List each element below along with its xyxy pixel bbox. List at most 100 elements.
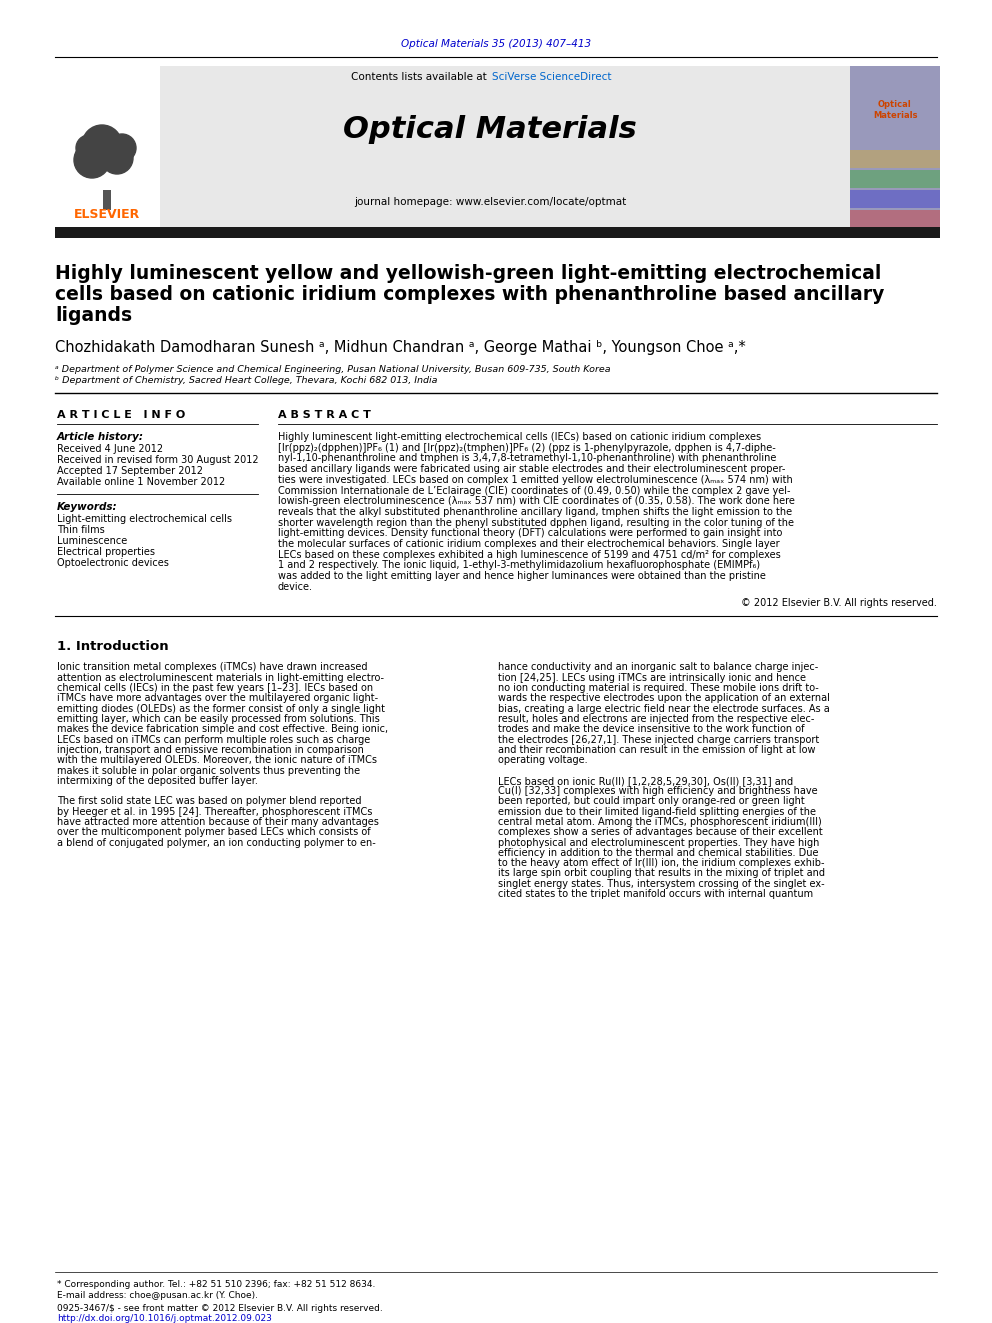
Text: lowish-green electroluminescence (λₘₐₓ 537 nm) with CIE coordinates of (0.35, 0.: lowish-green electroluminescence (λₘₐₓ 5… bbox=[278, 496, 795, 507]
Text: journal homepage: www.elsevier.com/locate/optmat: journal homepage: www.elsevier.com/locat… bbox=[354, 197, 626, 206]
Text: the electrodes [26,27,1]. These injected charge carriers transport: the electrodes [26,27,1]. These injected… bbox=[498, 734, 819, 745]
Text: light-emitting devices. Density functional theory (DFT) calculations were perfor: light-emitting devices. Density function… bbox=[278, 528, 783, 538]
Text: no ion conducting material is required. These mobile ions drift to-: no ion conducting material is required. … bbox=[498, 683, 818, 693]
Text: by Heeger et al. in 1995 [24]. Thereafter, phosphorescent iTMCs: by Heeger et al. in 1995 [24]. Thereafte… bbox=[57, 807, 372, 816]
Text: intermixing of the deposited buffer layer.: intermixing of the deposited buffer laye… bbox=[57, 775, 258, 786]
Text: have attracted more attention because of their many advantages: have attracted more attention because of… bbox=[57, 818, 379, 827]
Text: makes it soluble in polar organic solvents thus preventing the: makes it soluble in polar organic solven… bbox=[57, 766, 360, 775]
Text: to the heavy atom effect of Ir(III) ion, the iridium complexes exhib-: to the heavy atom effect of Ir(III) ion,… bbox=[498, 859, 824, 868]
Text: wards the respective electrodes upon the application of an external: wards the respective electrodes upon the… bbox=[498, 693, 830, 704]
Circle shape bbox=[108, 134, 136, 161]
Text: The first solid state LEC was based on polymer blend reported: The first solid state LEC was based on p… bbox=[57, 796, 361, 807]
Text: Electrical properties: Electrical properties bbox=[57, 546, 155, 557]
Bar bbox=[850, 191, 940, 208]
Text: photophysical and electroluminescent properties. They have high: photophysical and electroluminescent pro… bbox=[498, 837, 819, 848]
Text: central metal atom. Among the iTMCs, phosphorescent iridium(III): central metal atom. Among the iTMCs, pho… bbox=[498, 818, 821, 827]
Circle shape bbox=[74, 142, 110, 179]
Bar bbox=[103, 191, 111, 210]
Text: Highly luminescent yellow and yellowish-green light-emitting electrochemical: Highly luminescent yellow and yellowish-… bbox=[55, 265, 881, 283]
Text: ᵃ Department of Polymer Science and Chemical Engineering, Pusan National Univers: ᵃ Department of Polymer Science and Chem… bbox=[55, 365, 611, 374]
Text: iTMCs have more advantages over the multilayered organic light-: iTMCs have more advantages over the mult… bbox=[57, 693, 378, 704]
Text: ᵇ Department of Chemistry, Sacred Heart College, Thevara, Kochi 682 013, India: ᵇ Department of Chemistry, Sacred Heart … bbox=[55, 376, 437, 385]
Text: hance conductivity and an inorganic salt to balance charge injec-: hance conductivity and an inorganic salt… bbox=[498, 663, 818, 672]
Bar bbox=[850, 210, 940, 228]
Text: Available online 1 November 2012: Available online 1 November 2012 bbox=[57, 478, 225, 487]
Text: operating voltage.: operating voltage. bbox=[498, 755, 587, 765]
Text: tion [24,25]. LECs using iTMCs are intrinsically ionic and hence: tion [24,25]. LECs using iTMCs are intri… bbox=[498, 673, 806, 683]
Text: A B S T R A C T: A B S T R A C T bbox=[278, 410, 371, 419]
Text: A R T I C L E   I N F O: A R T I C L E I N F O bbox=[57, 410, 186, 419]
Text: 1 and 2 respectively. The ionic liquid, 1-ethyl-3-methylimidazolium hexafluoroph: 1 and 2 respectively. The ionic liquid, … bbox=[278, 561, 760, 570]
Text: Optical
Materials: Optical Materials bbox=[873, 101, 918, 119]
Text: nyl-1,10-phenanthroline and tmphen is 3,4,7,8-tetramethyl-1,10-phenanthroline) w: nyl-1,10-phenanthroline and tmphen is 3,… bbox=[278, 454, 777, 463]
Text: and their recombination can result in the emission of light at low: and their recombination can result in th… bbox=[498, 745, 815, 755]
Text: emitting diodes (OLEDs) as the former consist of only a single light: emitting diodes (OLEDs) as the former co… bbox=[57, 704, 385, 713]
Bar bbox=[850, 169, 940, 188]
Text: Accepted 17 September 2012: Accepted 17 September 2012 bbox=[57, 466, 203, 476]
Text: the molecular surfaces of cationic iridium complexes and their electrochemical b: the molecular surfaces of cationic iridi… bbox=[278, 538, 780, 549]
Text: Highly luminescent light-emitting electrochemical cells (IECs) based on cationic: Highly luminescent light-emitting electr… bbox=[278, 433, 761, 442]
Text: ELSEVIER: ELSEVIER bbox=[73, 209, 140, 221]
Text: LECs based on iTMCs can perform multiple roles such as charge: LECs based on iTMCs can perform multiple… bbox=[57, 734, 370, 745]
Text: trodes and make the device insensitive to the work function of: trodes and make the device insensitive t… bbox=[498, 724, 805, 734]
Text: Received 4 June 2012: Received 4 June 2012 bbox=[57, 445, 163, 454]
Text: reveals that the alkyl substituted phenanthroline ancillary ligand, tmphen shift: reveals that the alkyl substituted phena… bbox=[278, 507, 793, 517]
Text: Optoelectronic devices: Optoelectronic devices bbox=[57, 558, 169, 568]
Bar bbox=[55, 228, 940, 238]
Bar bbox=[160, 66, 850, 228]
Text: Chozhidakath Damodharan Sunesh ᵃ, Midhun Chandran ᵃ, George Mathai ᵇ, Youngson C: Chozhidakath Damodharan Sunesh ᵃ, Midhun… bbox=[55, 340, 746, 355]
Text: Cu(I) [32,33] complexes with high efficiency and brightness have: Cu(I) [32,33] complexes with high effici… bbox=[498, 786, 817, 796]
Text: LECs based on these complexes exhibited a high luminescence of 5199 and 4751 cd/: LECs based on these complexes exhibited … bbox=[278, 549, 781, 560]
Text: singlet energy states. Thus, intersystem crossing of the singlet ex-: singlet energy states. Thus, intersystem… bbox=[498, 878, 824, 889]
Circle shape bbox=[82, 124, 122, 165]
Text: device.: device. bbox=[278, 582, 313, 591]
Text: a blend of conjugated polymer, an ion conducting polymer to en-: a blend of conjugated polymer, an ion co… bbox=[57, 837, 376, 848]
Text: injection, transport and emissive recombination in comparison: injection, transport and emissive recomb… bbox=[57, 745, 364, 755]
Text: chemical cells (IECs) in the past few years [1–23]. IECs based on: chemical cells (IECs) in the past few ye… bbox=[57, 683, 373, 693]
Text: LECs based on ionic Ru(II) [1,2,28,5,29,30], Os(II) [3,31] and: LECs based on ionic Ru(II) [1,2,28,5,29,… bbox=[498, 775, 794, 786]
Bar bbox=[55, 66, 160, 228]
Text: SciVerse ScienceDirect: SciVerse ScienceDirect bbox=[492, 71, 611, 82]
Text: Commission Internationale de L’Eclairage (CIE) coordinates of (0.49, 0.50) while: Commission Internationale de L’Eclairage… bbox=[278, 486, 791, 496]
Text: Optical Materials: Optical Materials bbox=[343, 115, 637, 144]
Text: Keywords:: Keywords: bbox=[57, 501, 118, 512]
Text: result, holes and electrons are injected from the respective elec-: result, holes and electrons are injected… bbox=[498, 714, 814, 724]
Bar bbox=[850, 66, 940, 228]
Text: [Ir(ppz)₂(dpphen)]PF₆ (1) and [Ir(ppz)₂(tmphen)]PF₆ (2) (ppz is 1-phenylpyrazole: [Ir(ppz)₂(dpphen)]PF₆ (1) and [Ir(ppz)₂(… bbox=[278, 443, 776, 452]
Text: ligands: ligands bbox=[55, 306, 132, 325]
Text: Ionic transition metal complexes (iTMCs) have drawn increased: Ionic transition metal complexes (iTMCs)… bbox=[57, 663, 367, 672]
Text: was added to the light emitting layer and hence higher luminances were obtained : was added to the light emitting layer an… bbox=[278, 572, 766, 581]
Text: bias, creating a large electric field near the electrode surfaces. As a: bias, creating a large electric field ne… bbox=[498, 704, 829, 713]
Text: E-mail address: choe@pusan.ac.kr (Y. Choe).: E-mail address: choe@pusan.ac.kr (Y. Cho… bbox=[57, 1291, 258, 1301]
Text: cells based on cationic iridium complexes with phenanthroline based ancillary: cells based on cationic iridium complexe… bbox=[55, 284, 885, 304]
Text: Light-emitting electrochemical cells: Light-emitting electrochemical cells bbox=[57, 515, 232, 524]
Text: complexes show a series of advantages because of their excellent: complexes show a series of advantages be… bbox=[498, 827, 822, 837]
Text: makes the device fabrication simple and cost effective. Being ionic,: makes the device fabrication simple and … bbox=[57, 724, 388, 734]
Text: ties were investigated. LECs based on complex 1 emitted yellow electroluminescen: ties were investigated. LECs based on co… bbox=[278, 475, 793, 484]
Text: been reported, but could impart only orange-red or green light: been reported, but could impart only ora… bbox=[498, 796, 805, 807]
Text: http://dx.doi.org/10.1016/j.optmat.2012.09.023: http://dx.doi.org/10.1016/j.optmat.2012.… bbox=[57, 1314, 272, 1323]
Text: emission due to their limited ligand-field splitting energies of the: emission due to their limited ligand-fie… bbox=[498, 807, 816, 816]
Text: based ancillary ligands were fabricated using air stable electrodes and their el: based ancillary ligands were fabricated … bbox=[278, 464, 786, 474]
Text: © 2012 Elsevier B.V. All rights reserved.: © 2012 Elsevier B.V. All rights reserved… bbox=[741, 598, 937, 607]
Text: shorter wavelength region than the phenyl substituted dpphen ligand, resulting i: shorter wavelength region than the pheny… bbox=[278, 517, 794, 528]
Text: Thin films: Thin films bbox=[57, 525, 105, 534]
Text: Luminescence: Luminescence bbox=[57, 536, 127, 546]
Text: Article history:: Article history: bbox=[57, 433, 144, 442]
Bar bbox=[850, 149, 940, 168]
Text: * Corresponding author. Tel.: +82 51 510 2396; fax: +82 51 512 8634.: * Corresponding author. Tel.: +82 51 510… bbox=[57, 1279, 375, 1289]
Text: emitting layer, which can be easily processed from solutions. This: emitting layer, which can be easily proc… bbox=[57, 714, 380, 724]
Circle shape bbox=[76, 135, 102, 161]
Text: cited states to the triplet manifold occurs with internal quantum: cited states to the triplet manifold occ… bbox=[498, 889, 813, 900]
Text: its large spin orbit coupling that results in the mixing of triplet and: its large spin orbit coupling that resul… bbox=[498, 868, 825, 878]
Text: Optical Materials 35 (2013) 407–413: Optical Materials 35 (2013) 407–413 bbox=[401, 38, 591, 49]
Text: attention as electroluminescent materials in light-emitting electro-: attention as electroluminescent material… bbox=[57, 673, 384, 683]
Text: 0925-3467/$ - see front matter © 2012 Elsevier B.V. All rights reserved.: 0925-3467/$ - see front matter © 2012 El… bbox=[57, 1304, 383, 1312]
Text: 1. Introduction: 1. Introduction bbox=[57, 640, 169, 654]
Text: efficiency in addition to the thermal and chemical stabilities. Due: efficiency in addition to the thermal an… bbox=[498, 848, 818, 857]
Text: with the multilayered OLEDs. Moreover, the ionic nature of iTMCs: with the multilayered OLEDs. Moreover, t… bbox=[57, 755, 377, 765]
Text: over the multicomponent polymer based LECs which consists of: over the multicomponent polymer based LE… bbox=[57, 827, 371, 837]
Text: Received in revised form 30 August 2012: Received in revised form 30 August 2012 bbox=[57, 455, 259, 464]
Circle shape bbox=[101, 142, 133, 175]
Text: Contents lists available at: Contents lists available at bbox=[351, 71, 490, 82]
